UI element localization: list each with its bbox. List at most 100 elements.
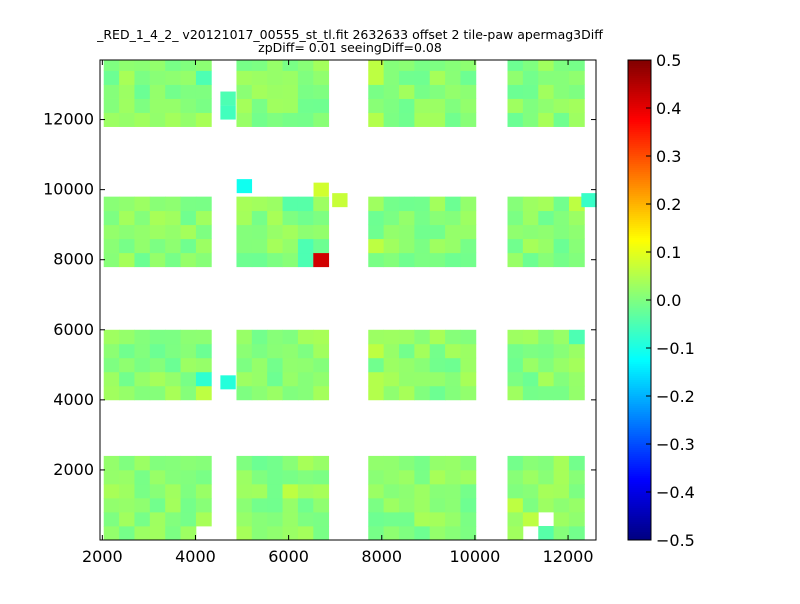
x-tick-label: 10000	[449, 547, 500, 566]
heatmap-cell	[368, 196, 385, 212]
heatmap-cell	[134, 329, 151, 345]
heatmap-cell	[414, 84, 431, 99]
heatmap-cell	[103, 357, 120, 373]
colorbar-segment	[628, 202, 651, 205]
colorbar-segment	[628, 322, 651, 325]
colorbar-segment	[628, 358, 651, 361]
heatmap-cell	[460, 224, 477, 240]
colorbar-segment	[628, 516, 651, 519]
heatmap-cell	[368, 469, 385, 485]
heatmap-cell	[134, 455, 151, 471]
colorbar-segment	[628, 422, 651, 425]
heatmap-cell	[149, 469, 166, 485]
colorbar-segment	[628, 238, 651, 241]
colorbar-segment	[628, 296, 651, 299]
heatmap-cell	[383, 70, 400, 85]
heatmap-cell	[195, 497, 212, 513]
heatmap-cell	[119, 70, 135, 85]
colorbar-segment	[628, 164, 651, 167]
heatmap-cell	[282, 343, 299, 359]
heatmap-cell	[103, 343, 120, 359]
heatmap-cell	[553, 112, 570, 127]
heatmap-cell	[134, 343, 151, 359]
heatmap-cell	[313, 60, 330, 71]
colorbar-segment	[628, 206, 651, 209]
colorbar-segment	[628, 538, 651, 541]
colorbar-segment	[628, 300, 651, 303]
colorbar-segment	[628, 334, 651, 337]
heatmap-cell	[165, 385, 181, 401]
heatmap-cell	[368, 525, 385, 541]
colorbar-segment	[628, 254, 651, 257]
heatmap-cell	[429, 84, 446, 99]
heatmap-cell	[399, 238, 415, 254]
heatmap-cell	[383, 385, 400, 401]
heatmap-cell	[553, 210, 570, 226]
heatmap-cell	[313, 196, 330, 212]
colorbar-segment	[628, 246, 651, 249]
heatmap-cell	[368, 224, 385, 240]
heatmap-cell	[251, 70, 268, 85]
heatmap-cell	[538, 70, 555, 85]
heatmap-cell	[267, 343, 283, 359]
heatmap-cell	[368, 371, 385, 387]
colorbar-segment	[628, 184, 651, 187]
heatmap-cell	[460, 112, 477, 127]
colorbar-segment	[628, 88, 651, 91]
colorbar-segment	[628, 320, 651, 323]
heatmap-cell	[445, 511, 461, 527]
colorbar-segment	[628, 292, 651, 295]
heatmap-cell	[282, 469, 299, 485]
axes: 2000 4000 6000 8000 10000 12000 2000 4000 6000 80…	[43, 60, 596, 566]
heatmap-cell	[282, 98, 299, 113]
colorbar-segment	[628, 174, 651, 177]
heatmap-cell	[538, 357, 555, 373]
heatmap-cell	[267, 525, 283, 541]
colorbar-segment	[628, 350, 651, 353]
heatmap-cell	[297, 385, 314, 401]
colorbar-segment	[628, 386, 651, 389]
heatmap-cell	[165, 238, 181, 254]
colorbar-tick-label: 0.2	[656, 195, 681, 214]
heatmap-cell	[414, 98, 431, 113]
colorbar-segment	[628, 298, 651, 301]
heatmap-cell	[429, 497, 446, 513]
heatmap-cell	[507, 84, 524, 99]
heatmap-cell	[267, 224, 283, 240]
heatmap-cell	[149, 329, 166, 345]
heatmap-cell	[429, 455, 446, 471]
heatmap-cell	[297, 357, 314, 373]
heatmap-cell	[297, 224, 314, 240]
colorbar-segment	[628, 124, 651, 127]
heatmap-cell	[251, 210, 268, 226]
colorbar-segment	[628, 478, 651, 481]
heatmap-cell	[251, 60, 268, 71]
colorbar-segment	[628, 114, 651, 117]
heatmap-cell	[460, 385, 477, 401]
colorbar-segment	[628, 92, 651, 95]
heatmap-cell	[507, 196, 524, 212]
colorbar-segment	[628, 68, 651, 71]
heatmap-cell	[282, 525, 299, 541]
heatmap-cell	[282, 252, 299, 268]
heatmap-cell	[507, 252, 524, 268]
heatmap-cell	[399, 385, 415, 401]
heatmap-cell	[383, 238, 400, 254]
colorbar-segment	[628, 492, 651, 495]
colorbar-segment	[628, 186, 651, 189]
heatmap-cell	[149, 343, 166, 359]
colorbar-tick-label: 0.5	[656, 51, 681, 70]
heatmap-cell	[507, 60, 524, 71]
colorbar-segment	[628, 336, 651, 339]
heatmap-cell	[414, 210, 431, 226]
heatmap-cell	[368, 357, 385, 373]
heatmap-cell	[119, 84, 135, 99]
colorbar-segment	[628, 412, 651, 415]
heatmap-cell	[119, 252, 135, 268]
colorbar-segment	[628, 344, 651, 347]
heatmap-cell	[414, 385, 431, 401]
heatmap-cell	[368, 455, 385, 471]
heatmap-cell	[429, 469, 446, 485]
heatmap-cell	[383, 84, 400, 99]
heatmap-cell	[103, 497, 120, 513]
